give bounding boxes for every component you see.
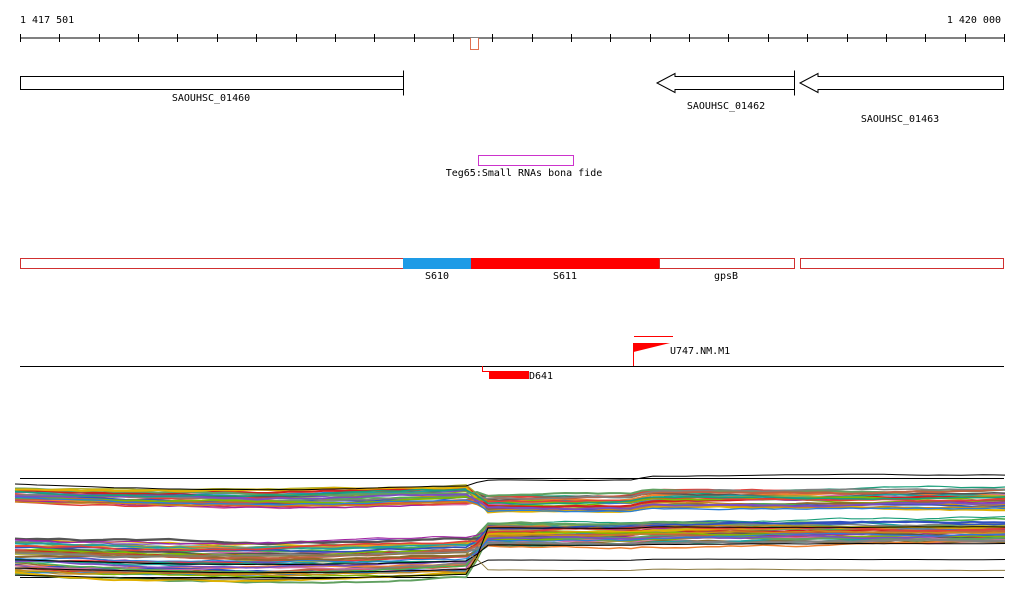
lower-feature[interactable]: D641 [482,366,554,382]
small-rna-feature[interactable] [478,155,574,166]
expression-profile-line [14,497,1006,513]
ruler-position-marker [470,38,479,50]
expression-profile-line [14,530,1006,577]
segment-box[interactable] [20,258,404,269]
lower-feature-connector [482,366,489,372]
gene-saouhsc-01463[interactable]: SAOUHSC_01463 [798,72,1004,126]
gene-saouhsc-01460[interactable]: SAOUHSC_01460 [20,70,404,105]
small-rna-track: Teg65:Small RNAs bona fide [446,155,603,179]
expression-profile-line [14,526,1006,580]
upper-feature-label: U747.NM.M1 [670,346,730,357]
gene-label: SAOUHSC_01462 [687,101,765,112]
gene-arrow-reverse[interactable] [798,72,1004,94]
upper-feature[interactable]: U747.NM.M1 [633,336,731,367]
expression-profile-track [14,473,1006,584]
gene-label: SAOUHSC_01463 [861,114,939,125]
gene-arrow-forward[interactable] [20,70,404,96]
segment-label-s610: S610 [425,271,449,282]
expression-profile-line [14,532,1006,564]
expression-profile-line [14,500,1005,512]
feature-track: U747.NM.M1 D641 [20,336,1004,382]
lower-feature-label: D641 [529,371,553,382]
segment-label-gpsb: gpsB [714,271,738,282]
upper-feature-flag[interactable] [633,343,671,352]
ruler-ticks [20,34,1005,42]
segment-s611[interactable] [471,258,660,269]
expression-profile-lines [14,473,1006,584]
segment-label-s611: S611 [553,271,577,282]
ruler-end-label: 1 420 000 [947,15,1001,26]
expression-profile-line [14,473,1006,491]
coordinate-ruler: 1 417 501 1 420 000 [20,15,1005,50]
ruler-start-label: 1 417 501 [20,15,74,26]
expression-profile-line [14,558,1006,574]
gene-track: SAOUHSC_01460 SAOUHSC_01462 SAOUHSC_0146… [20,70,1004,126]
expression-profile-line [14,495,1006,504]
gene-saouhsc-01462[interactable]: SAOUHSC_01462 [655,70,795,113]
expression-profile-line [14,488,1006,503]
small-rna-label: Teg65:Small RNAs bona fide [446,168,603,179]
expression-profile-line [14,488,1006,506]
segment-gpsb[interactable] [659,258,795,269]
expression-profile-line [14,551,1005,572]
segment-box[interactable] [800,258,1004,269]
gene-label: SAOUHSC_01460 [172,93,250,104]
segment-s610[interactable] [403,258,472,269]
lower-feature-block[interactable] [489,371,529,379]
segment-track: S610 S611 gpsB [20,258,1004,282]
gene-arrow-reverse[interactable] [655,70,795,96]
expression-profile-line [14,542,1006,566]
expression-profile-line [14,533,1005,569]
